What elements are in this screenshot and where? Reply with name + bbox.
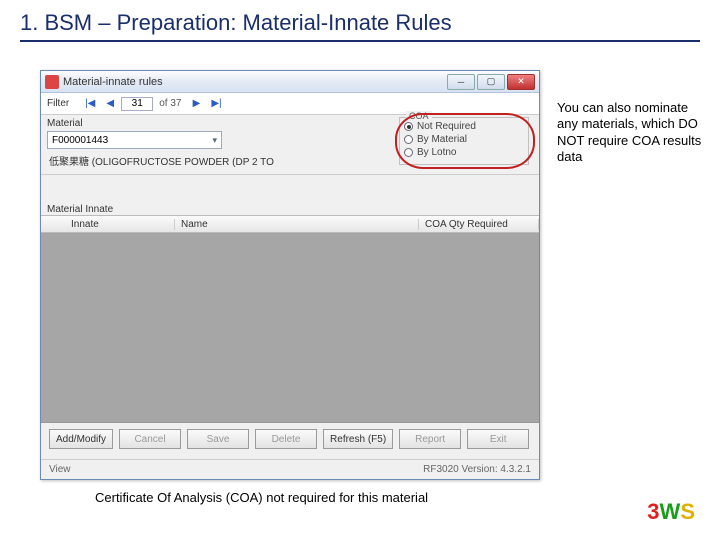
exit-button[interactable]: Exit — [467, 429, 529, 449]
chevron-down-icon: ▾ — [212, 135, 217, 146]
caption: Certificate Of Analysis (COA) not requir… — [95, 490, 428, 505]
add-modify-button[interactable]: Add/Modify — [49, 429, 113, 449]
coa-opt-not-required[interactable]: Not Required — [404, 120, 524, 133]
grid-col-qty[interactable]: COA Qty Required — [419, 219, 539, 230]
radio-icon — [404, 148, 413, 157]
radio-icon — [404, 122, 413, 131]
logo-3: 3 — [647, 499, 659, 524]
close-button[interactable]: ✕ — [507, 74, 535, 90]
page-input[interactable] — [121, 97, 153, 111]
nav-first-button[interactable]: |◀ — [81, 96, 99, 112]
nav-prev-button[interactable]: ◀ — [101, 96, 119, 112]
window-title: Material-innate rules — [63, 76, 447, 88]
coa-group-label: COA — [406, 111, 432, 121]
slide-title: 1. BSM – Preparation: Material-Innate Ru… — [0, 0, 720, 40]
coa-opt-by-material[interactable]: By Material — [404, 133, 524, 146]
filter-label: Filter — [47, 98, 69, 109]
coa-opt2-label: By Material — [417, 133, 467, 146]
material-code: F000001443 — [52, 135, 108, 146]
titlebar: Material-innate rules ─ ▢ ✕ — [41, 71, 539, 93]
logo: 3WS — [647, 499, 695, 525]
coa-opt1-label: Not Required — [417, 120, 476, 133]
material-desc-rest: (OLIGOFRUCTOSE POWDER (DP 2 TO — [92, 157, 274, 168]
nav-next-button[interactable]: ▶ — [187, 96, 205, 112]
material-desc-cjk: 低聚果糖 — [49, 157, 92, 168]
refresh-button[interactable]: Refresh (F5) — [323, 429, 393, 449]
radio-icon — [404, 135, 413, 144]
save-button[interactable]: Save — [187, 429, 249, 449]
coa-opt3-label: By Lotno — [417, 146, 456, 159]
coa-group: COA Not Required By Material By Lotno — [399, 117, 529, 165]
title-underline — [20, 40, 700, 42]
status-right: RF3020 Version: 4.3.2.1 — [423, 464, 531, 475]
report-button[interactable]: Report — [399, 429, 461, 449]
grid-header: Innate Name COA Qty Required — [41, 215, 539, 233]
window-buttons: ─ ▢ ✕ — [447, 74, 535, 90]
maximize-button[interactable]: ▢ — [477, 74, 505, 90]
innate-section-label: Material Innate — [41, 201, 539, 215]
nav-bar: Filter |◀ ◀ of 37 ▶ ▶| — [41, 93, 539, 115]
coa-opt-by-lotno[interactable]: By Lotno — [404, 146, 524, 159]
grid-col-innate[interactable]: Innate — [65, 219, 175, 230]
app-window: Material-innate rules ─ ▢ ✕ Filter |◀ ◀ … — [40, 70, 540, 480]
logo-w: W — [660, 499, 681, 524]
cancel-button[interactable]: Cancel — [119, 429, 181, 449]
nav-last-button[interactable]: ▶| — [207, 96, 225, 112]
button-row: Add/Modify Cancel Save Delete Refresh (F… — [41, 423, 539, 455]
status-left: View — [49, 464, 71, 475]
minimize-button[interactable]: ─ — [447, 74, 475, 90]
material-combo[interactable]: F000001443 ▾ — [47, 131, 222, 149]
logo-s: S — [680, 499, 695, 524]
grid-col-name[interactable]: Name — [175, 219, 419, 230]
side-note: You can also nominate any materials, whi… — [557, 100, 702, 165]
delete-button[interactable]: Delete — [255, 429, 317, 449]
app-icon — [45, 75, 59, 89]
statusbar: View RF3020 Version: 4.3.2.1 — [41, 459, 539, 479]
grid-body[interactable] — [41, 233, 539, 423]
page-of-text: of 37 — [159, 98, 181, 109]
